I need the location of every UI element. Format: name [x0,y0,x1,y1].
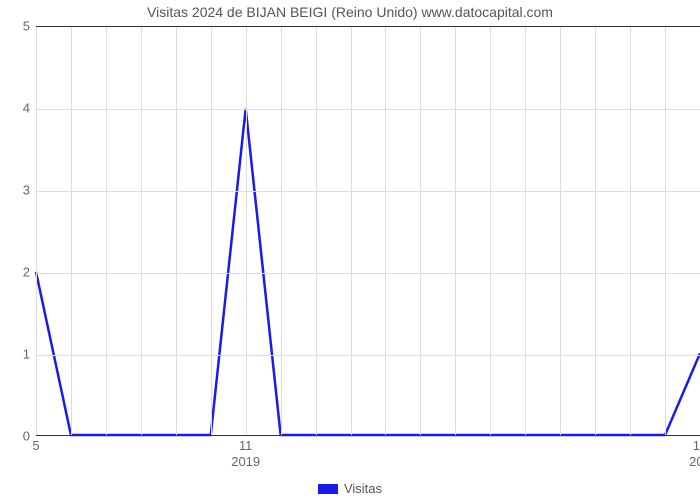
gridline-v [246,27,247,435]
x-tick-label: 11 [239,438,253,453]
y-tick-label: 2 [0,265,30,280]
x-tick-label: 5 [32,438,39,453]
gridline-v [560,27,561,435]
gridline-v [211,27,212,435]
gridline-v [665,27,666,435]
gridline-v [106,27,107,435]
legend-swatch [318,484,338,494]
x-secondary-label: 202 [689,454,700,469]
y-tick-label: 0 [0,429,30,444]
gridline-h [36,355,700,356]
gridline-h [36,191,700,192]
gridline-v [351,27,352,435]
gridline-v [490,27,491,435]
gridline-v [455,27,456,435]
y-tick-label: 1 [0,347,30,362]
gridline-v [36,27,37,435]
gridline-h [36,273,700,274]
gridline-v [71,27,72,435]
gridline-h [36,109,700,110]
gridline-v [316,27,317,435]
gridline-v [385,27,386,435]
gridline-v [420,27,421,435]
gridline-v [176,27,177,435]
y-tick-label: 5 [0,19,30,34]
legend-label: Visitas [344,481,382,496]
line-chart-svg [36,27,700,435]
gridline-v [630,27,631,435]
y-tick-label: 3 [0,183,30,198]
gridline-v [595,27,596,435]
y-tick-label: 4 [0,101,30,116]
gridline-v [281,27,282,435]
chart-title: Visitas 2024 de BIJAN BEIGI (Reino Unido… [0,4,700,20]
x-tick-label: 12 [693,438,700,453]
plot-area [36,26,700,436]
gridline-v [525,27,526,435]
legend: Visitas [0,480,700,496]
x-secondary-label: 2019 [231,454,260,469]
series-line [36,109,700,435]
gridline-v [141,27,142,435]
chart-container: Visitas 2024 de BIJAN BEIGI (Reino Unido… [0,0,700,500]
